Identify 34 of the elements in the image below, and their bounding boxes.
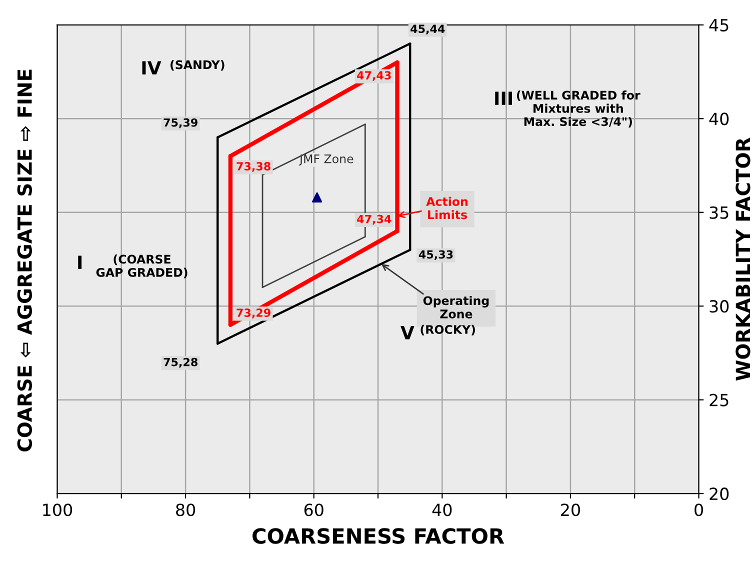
annotation: 73,38 [236,162,270,172]
y-tick-label: 25 [710,394,728,406]
y-tick-label: 30 [710,300,729,313]
annotation: 75,28 [164,358,198,368]
annotation: (COARSE GAP GRADED) [96,254,188,278]
y-tick-label: 20 [710,488,729,500]
x-tick-label: 60 [304,504,324,516]
annotation: IV [142,61,162,74]
y-axis-title: WORKABILITY FACTOR [736,138,750,381]
annotation: 45,33 [418,250,453,260]
annotation: Operating Zone [423,296,489,318]
x-tick-label: 0 [694,504,703,516]
annotation: 47,34 [357,214,392,225]
y-tick-label: 40 [709,112,729,126]
x-axis-title: COARSENESS FACTOR [252,528,504,544]
annotation: Action Limits [426,196,468,220]
annotation: JMF Zone [298,154,354,166]
annotation: 47,43 [357,71,391,81]
x-tick-label: 80 [176,504,196,516]
annotation: V [400,326,414,340]
x-tick-label: 100 [43,504,72,516]
annotation: III [495,92,512,105]
y-tick-label: 35 [710,206,728,219]
annotation: (SANDY) [170,60,224,71]
text: COARSE ⇦ AGGREGATE SIZE ⇨ FINE [17,70,32,452]
annotation: 45,44 [410,24,445,34]
annotation: (WELL GRADED for Mixtures with Max. Size <3/4") [516,90,640,128]
annotation: (ROCKY) [420,324,475,336]
x-tick-label: 40 [432,504,452,516]
annotation: 73,29 [236,308,270,318]
annotation: 75,39 [164,118,198,128]
y-tick-label: 45 [709,19,728,32]
annotation: I [78,256,82,269]
x-tick-label: 20 [561,504,580,516]
